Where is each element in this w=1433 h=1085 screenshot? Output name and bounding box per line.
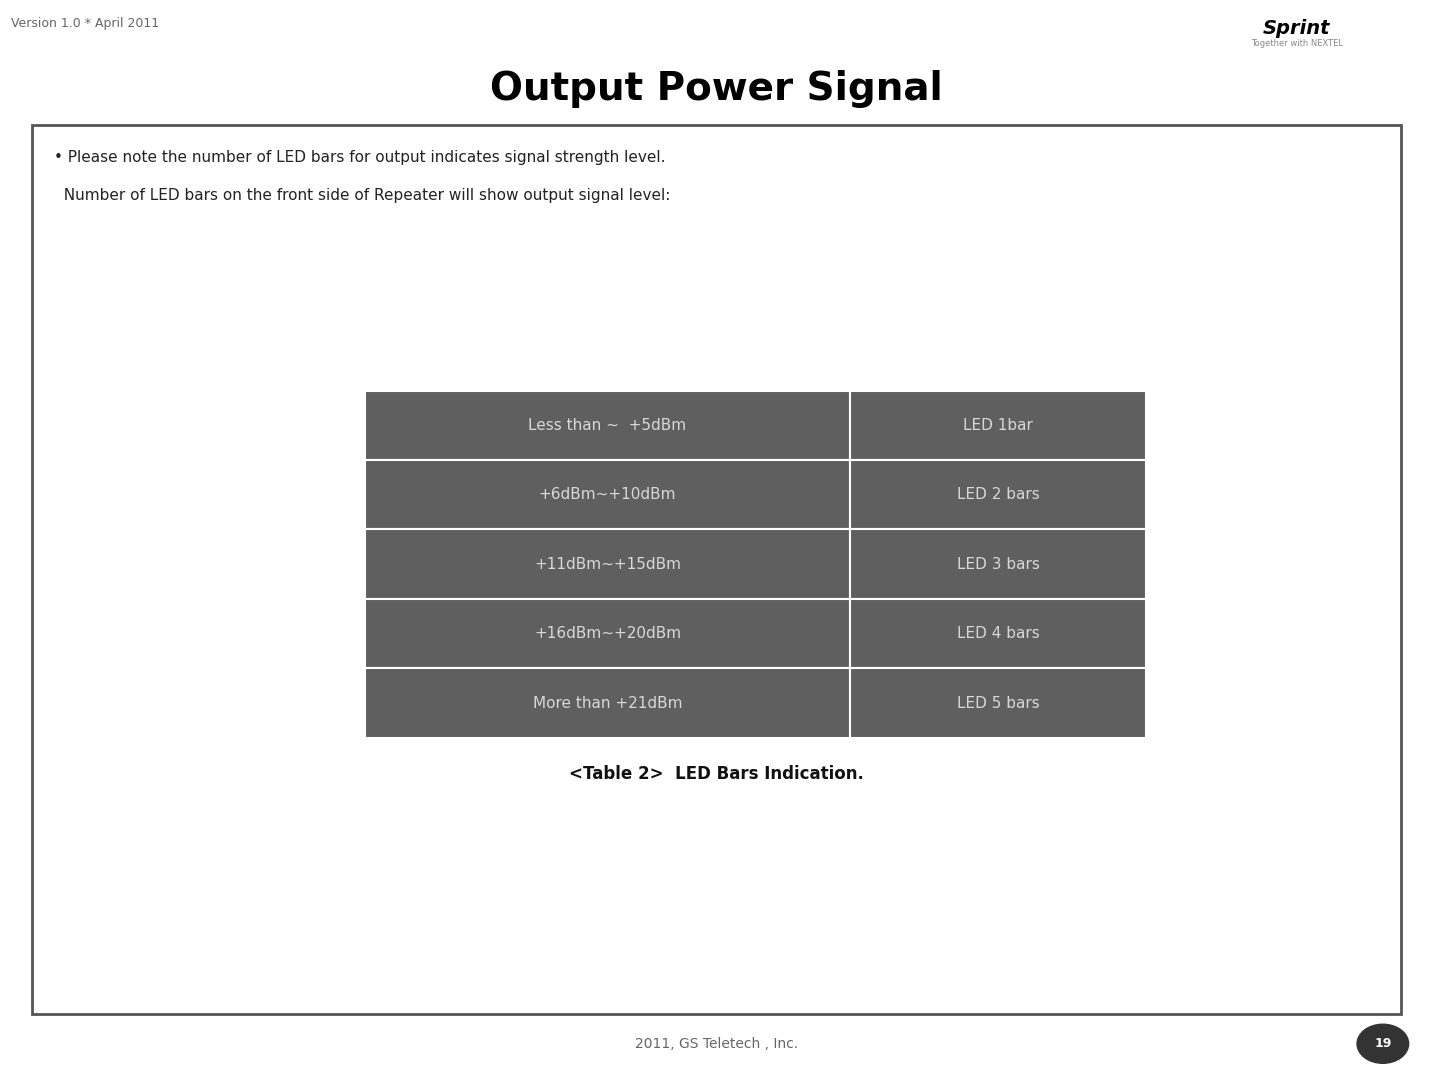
Bar xyxy=(365,460,850,529)
Text: Version 1.0 * April 2011: Version 1.0 * April 2011 xyxy=(11,17,159,30)
Bar xyxy=(850,460,1146,529)
Text: +6dBm~+10dBm: +6dBm~+10dBm xyxy=(539,487,676,502)
Text: LED 1bar: LED 1bar xyxy=(963,418,1033,433)
Text: Less than ~  +5dBm: Less than ~ +5dBm xyxy=(529,418,686,433)
Text: Sprint: Sprint xyxy=(1262,18,1331,38)
Circle shape xyxy=(1357,1024,1409,1063)
Bar xyxy=(850,529,1146,599)
Text: LED 2 bars: LED 2 bars xyxy=(957,487,1039,502)
Bar xyxy=(32,125,1401,1014)
Text: Output Power Signal: Output Power Signal xyxy=(490,69,943,108)
Bar xyxy=(365,668,850,738)
Bar xyxy=(850,668,1146,738)
Text: +16dBm~+20dBm: +16dBm~+20dBm xyxy=(535,626,681,641)
Bar xyxy=(850,391,1146,460)
Bar xyxy=(365,529,850,599)
Bar xyxy=(365,391,850,460)
Text: 2011, GS Teletech , Inc.: 2011, GS Teletech , Inc. xyxy=(635,1037,798,1050)
Text: +11dBm~+15dBm: +11dBm~+15dBm xyxy=(535,557,681,572)
Text: Number of LED bars on the front side of Repeater will show output signal level:: Number of LED bars on the front side of … xyxy=(54,188,671,203)
Text: LED 5 bars: LED 5 bars xyxy=(957,695,1039,711)
Text: 19: 19 xyxy=(1374,1037,1391,1050)
Text: Together with NEXTEL: Together with NEXTEL xyxy=(1251,39,1343,48)
Bar xyxy=(365,599,850,668)
Bar xyxy=(850,599,1146,668)
Text: LED 3 bars: LED 3 bars xyxy=(957,557,1039,572)
Text: More than +21dBm: More than +21dBm xyxy=(533,695,682,711)
Text: LED 4 bars: LED 4 bars xyxy=(957,626,1039,641)
Text: • Please note the number of LED bars for output indicates signal strength level.: • Please note the number of LED bars for… xyxy=(54,150,666,165)
Text: <Table 2>  LED Bars Indication.: <Table 2> LED Bars Indication. xyxy=(569,765,864,783)
